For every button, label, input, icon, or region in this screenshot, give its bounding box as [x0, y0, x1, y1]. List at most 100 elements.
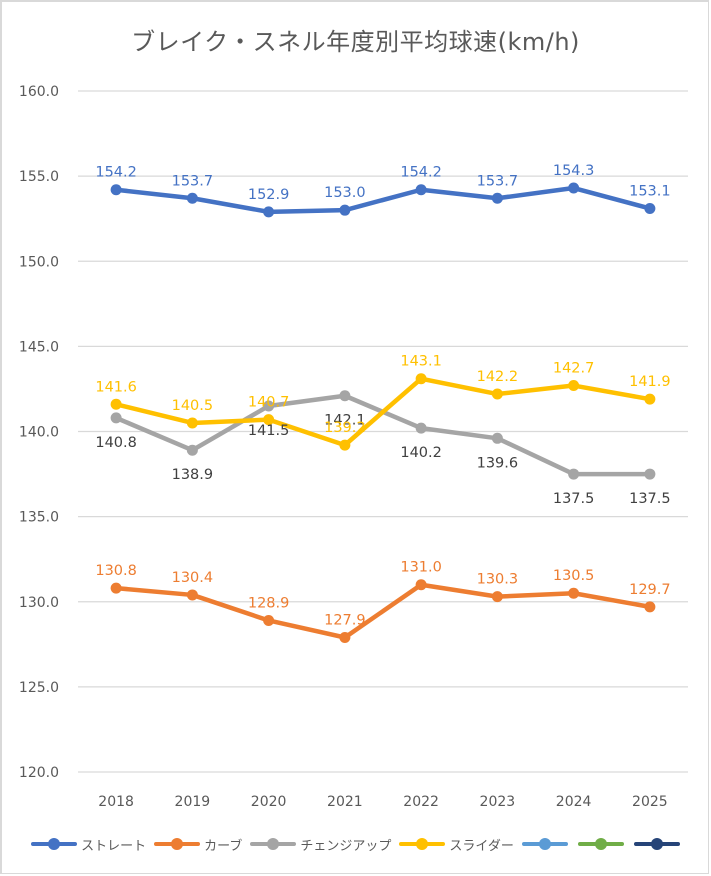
legend-item: ストレート	[29, 835, 146, 854]
data-label: 129.7	[629, 582, 671, 598]
data-label: 141.9	[629, 374, 671, 390]
data-point	[415, 184, 427, 196]
data-label: 137.5	[629, 491, 671, 507]
data-point	[263, 206, 275, 218]
y-tick-label: 145.0	[19, 339, 59, 355]
data-point	[491, 388, 503, 400]
y-tick-label: 160.0	[19, 84, 59, 100]
data-point	[644, 468, 656, 480]
series-2	[110, 579, 656, 644]
x-tick-label: 2024	[556, 794, 592, 810]
x-tick-label: 2023	[480, 794, 516, 810]
data-point	[415, 579, 427, 591]
data-point	[339, 439, 351, 451]
legend-marker-icon	[397, 838, 447, 850]
x-tick-label: 2025	[632, 794, 668, 810]
data-label: 152.9	[248, 187, 290, 203]
data-label: 130.8	[95, 563, 137, 579]
y-tick-label: 135.0	[19, 510, 59, 526]
data-label: 130.3	[477, 572, 519, 588]
x-tick-label: 2022	[403, 794, 439, 810]
data-label: 142.7	[553, 361, 595, 377]
y-tick-label: 125.0	[19, 680, 59, 696]
data-point	[415, 373, 427, 385]
x-tick-label: 2021	[327, 794, 363, 810]
y-tick-label: 150.0	[19, 254, 59, 270]
data-point	[644, 601, 656, 613]
data-label: 137.5	[553, 491, 595, 507]
legend-item	[632, 838, 682, 850]
data-point	[110, 412, 122, 424]
data-point	[491, 432, 503, 444]
legend-label: カーブ	[204, 838, 243, 854]
chart-title: ブレイク・スネル年度別平均球速(km/h)	[131, 28, 580, 56]
data-label: 153.7	[477, 173, 519, 189]
y-tick-label: 120.0	[19, 765, 59, 781]
data-label: 127.9	[324, 613, 366, 629]
data-point	[491, 591, 503, 603]
legend: ストレート カーブ チェンジアップ スライダー	[0, 832, 711, 856]
data-label: 130.5	[553, 568, 595, 584]
data-label: 131.0	[400, 560, 442, 576]
x-tick-label: 2018	[98, 794, 134, 810]
legend-marker-icon	[632, 838, 682, 850]
legend-item: スライダー	[397, 835, 514, 854]
data-point	[415, 422, 427, 434]
y-tick-label: 155.0	[19, 169, 59, 185]
legend-item: カーブ	[152, 835, 242, 854]
x-tick-label: 2019	[175, 794, 211, 810]
data-label: 154.2	[400, 165, 442, 181]
data-point	[644, 393, 656, 405]
data-point	[568, 468, 580, 480]
data-label: 139.6	[477, 455, 519, 471]
data-label: 142.2	[477, 369, 519, 385]
data-point	[263, 414, 275, 426]
y-tick-label: 130.0	[19, 595, 59, 611]
data-label: 140.2	[400, 445, 442, 461]
data-label: 141.5	[248, 423, 290, 439]
data-point	[186, 444, 198, 456]
data-labels: 154.2 153.7 152.9 153.0 154.2 153.7 154.3 153.1…	[95, 163, 670, 628]
data-point	[644, 202, 656, 214]
data-label: 139.2	[324, 420, 366, 436]
data-label: 128.9	[248, 595, 290, 611]
series-4	[110, 373, 656, 451]
data-point	[186, 589, 198, 601]
data-label: 140.8	[95, 435, 137, 451]
data-label: 140.5	[172, 398, 214, 414]
data-point	[568, 182, 580, 194]
series-line	[113, 376, 653, 448]
legend-marker-icon	[576, 838, 626, 850]
legend-label: スライダー	[449, 838, 514, 854]
data-label: 141.6	[95, 379, 137, 395]
series-1	[110, 182, 656, 218]
data-label: 153.0	[324, 185, 366, 201]
series-line	[113, 185, 653, 215]
legend-marker-icon	[29, 838, 79, 850]
data-label: 153.1	[629, 183, 671, 199]
legend-marker-icon	[152, 838, 202, 850]
y-axis-ticks: 120.0 125.0 130.0 135.0 140.0 145.0 150.0 155.0…	[19, 84, 59, 781]
data-point	[568, 380, 580, 392]
legend-item: チェンジアップ	[248, 835, 391, 854]
gridlines	[78, 90, 688, 773]
series-lines	[110, 182, 656, 644]
data-label: 143.1	[400, 354, 442, 370]
legend-label: チェンジアップ	[300, 838, 392, 854]
data-point	[186, 417, 198, 429]
data-point	[186, 192, 198, 204]
data-point	[339, 632, 351, 644]
legend-item	[520, 838, 570, 850]
data-label: 142.1	[324, 413, 366, 429]
data-point	[339, 390, 351, 402]
data-point	[263, 614, 275, 626]
data-point	[568, 587, 580, 599]
data-label: 130.4	[172, 570, 214, 586]
y-tick-label: 140.0	[19, 425, 59, 441]
data-label: 138.9	[172, 467, 214, 483]
data-point	[339, 204, 351, 216]
data-label: 153.7	[172, 173, 214, 189]
data-point	[263, 400, 275, 412]
data-point	[110, 582, 122, 594]
